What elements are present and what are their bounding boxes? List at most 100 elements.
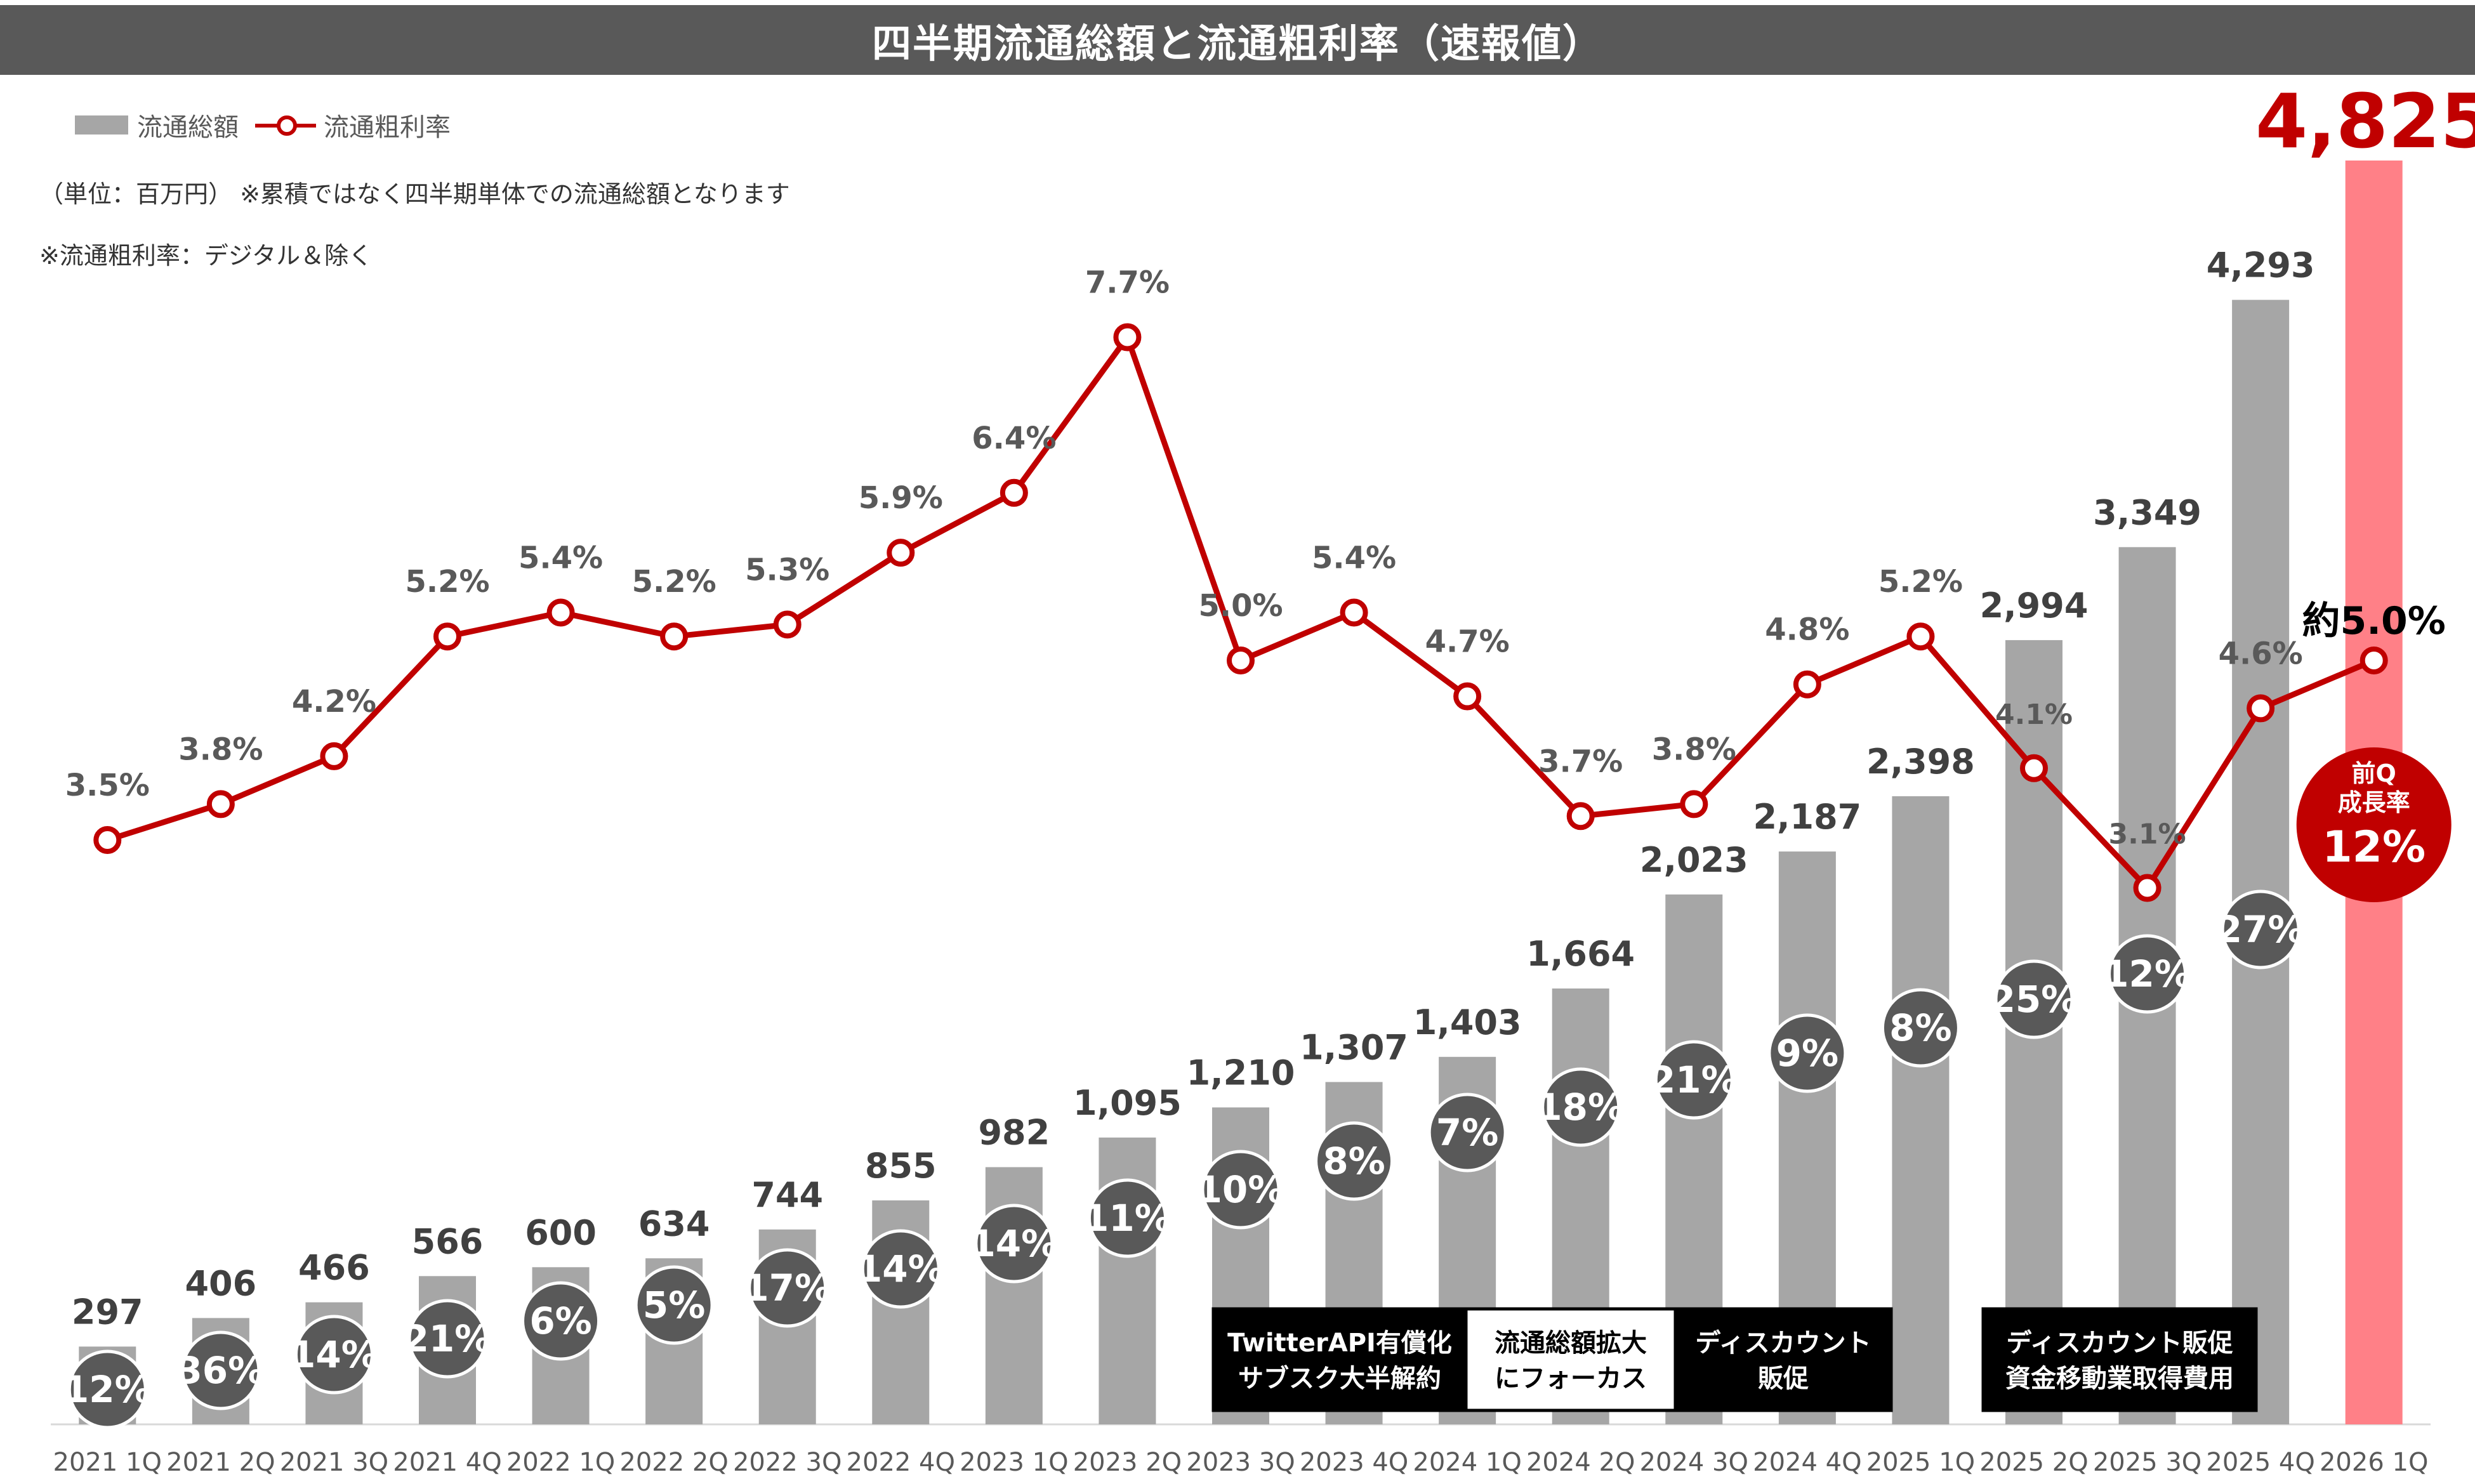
bar-value-label: 855 bbox=[865, 1146, 937, 1186]
line-value-label: 3.8% bbox=[178, 732, 263, 767]
growth-label: 12% bbox=[63, 1368, 152, 1411]
growth-circle bbox=[1994, 959, 2074, 1039]
growth-label: 10% bbox=[1197, 1168, 1285, 1211]
unit-note: （単位：百万円） ※累積ではなく四半期単体での流通総額となります bbox=[39, 180, 790, 208]
growth-label: 17% bbox=[743, 1266, 831, 1310]
growth-label: 18% bbox=[1536, 1086, 1625, 1129]
growth-circle bbox=[1427, 1093, 1507, 1172]
legend-bar-label: 流通総額 bbox=[137, 113, 239, 142]
line-value-label: 4.2% bbox=[292, 684, 376, 719]
line-point bbox=[2020, 754, 2048, 782]
bar-value-label: 466 bbox=[298, 1248, 370, 1288]
bar-value-label: 2,187 bbox=[1753, 797, 1861, 837]
margin-note: ※流通粗利率：デジタル＆除く bbox=[39, 242, 373, 270]
line-point bbox=[887, 539, 915, 567]
legend-bar-swatch bbox=[75, 115, 128, 135]
bar-value-label: 4,293 bbox=[2207, 246, 2315, 286]
line-value-label: 4.8% bbox=[1765, 612, 1849, 648]
growth-circle bbox=[294, 1315, 374, 1395]
growth-badge-line2: 成長率 bbox=[2338, 789, 2410, 817]
bar-value-label: 1,403 bbox=[1413, 1002, 1522, 1042]
line-point bbox=[320, 742, 348, 770]
growth-label: 14% bbox=[290, 1333, 378, 1376]
x-tick-label: 2025 4Q bbox=[2206, 1448, 2314, 1477]
x-tick-label: 2025 2Q bbox=[1979, 1448, 2088, 1477]
growth-badge-line1: 前Q bbox=[2352, 759, 2396, 787]
line-point bbox=[1340, 598, 1368, 627]
line-point bbox=[1566, 802, 1595, 831]
growth-label: 21% bbox=[404, 1317, 492, 1360]
growth-circle bbox=[1087, 1178, 1167, 1258]
growth-label: 7% bbox=[1436, 1111, 1498, 1154]
line-point bbox=[1227, 646, 1255, 674]
line-value-label: 5.3% bbox=[745, 552, 829, 588]
annotation-text: ディスカウント販促 bbox=[2006, 1329, 2233, 1358]
growth-badge bbox=[2296, 747, 2452, 902]
growth-circle bbox=[1541, 1067, 1621, 1147]
growth-label: 5% bbox=[643, 1284, 705, 1327]
annotation-text: 資金移動業取得費用 bbox=[2005, 1364, 2234, 1393]
line-value-label: 5.4% bbox=[1312, 540, 1396, 575]
growth-label: 8% bbox=[1889, 1006, 1951, 1049]
growth-circle bbox=[2221, 890, 2300, 969]
x-tick-label: 2021 1Q bbox=[53, 1448, 162, 1477]
bar-value-label: 1,095 bbox=[1073, 1083, 1182, 1123]
line-point bbox=[2247, 694, 2275, 723]
line-point bbox=[2360, 646, 2388, 674]
bar bbox=[2232, 299, 2290, 1425]
title-bar: 四半期流通総額と流通粗利率（速報値） bbox=[0, 5, 2475, 75]
line-point bbox=[660, 622, 689, 651]
bar-value-label: 2,398 bbox=[1866, 742, 1975, 782]
growth-circle bbox=[2108, 934, 2188, 1014]
growth-label: 9% bbox=[1776, 1032, 1838, 1075]
line-point bbox=[1680, 790, 1708, 818]
line-value-label: 5.9% bbox=[859, 480, 943, 516]
line-point bbox=[1906, 622, 1935, 651]
line-value-label: 約5.0% bbox=[2302, 599, 2446, 643]
growth-label: 8% bbox=[1323, 1139, 1385, 1183]
x-tick-label: 2024 4Q bbox=[1753, 1448, 1861, 1477]
x-tick-label: 2026 1Q bbox=[2320, 1448, 2428, 1477]
x-tick-label: 2023 3Q bbox=[1186, 1448, 1295, 1477]
bar-value-label: 2,994 bbox=[1980, 586, 2089, 626]
x-tick-label: 2024 2Q bbox=[1526, 1448, 1635, 1477]
line-point bbox=[206, 790, 235, 818]
bar-value-label: 2,023 bbox=[1640, 840, 1748, 880]
bar-value-label: 634 bbox=[638, 1204, 710, 1244]
growth-label: 36% bbox=[176, 1349, 265, 1392]
growth-label: 11% bbox=[1083, 1197, 1172, 1240]
line-value-label: 4.7% bbox=[1425, 624, 1510, 660]
x-tick-label: 2023 4Q bbox=[1300, 1448, 1408, 1477]
growth-circle bbox=[1767, 1013, 1847, 1093]
line-value-label: 5.2% bbox=[632, 564, 716, 600]
chart-title: 四半期流通総額と流通粗利率（速報値） bbox=[871, 20, 1603, 67]
line-value-label: 3.7% bbox=[1538, 744, 1623, 779]
growth-label: 25% bbox=[1990, 978, 2078, 1021]
x-tick-label: 2024 1Q bbox=[1413, 1448, 1521, 1477]
line-value-label: 7.7% bbox=[1085, 265, 1170, 300]
bar-value-label: 4,825 bbox=[2255, 77, 2475, 165]
line-value-label: 5.2% bbox=[1878, 564, 1963, 600]
annotation-text: TwitterAPI有償化 bbox=[1227, 1329, 1452, 1358]
legend: 流通総額 流通粗利率 bbox=[75, 107, 451, 143]
growth-label: 14% bbox=[970, 1222, 1058, 1265]
line-point bbox=[1453, 682, 1482, 711]
growth-circle bbox=[1654, 1040, 1734, 1120]
line-value-label: 4.6% bbox=[2219, 636, 2303, 671]
line-value-label: 3.8% bbox=[1652, 732, 1736, 767]
growth-circle bbox=[861, 1229, 940, 1309]
bar-value-label: 297 bbox=[72, 1292, 143, 1332]
x-tick-label: 2023 2Q bbox=[1073, 1448, 1182, 1477]
growth-label: 27% bbox=[2217, 908, 2305, 951]
x-tick-label: 2022 2Q bbox=[619, 1448, 728, 1477]
line-value-label: 4.1% bbox=[1995, 699, 2073, 731]
legend-line-swatch bbox=[255, 112, 316, 138]
growth-circle bbox=[407, 1299, 487, 1379]
annotation-text: にフォーカス bbox=[1495, 1364, 1647, 1393]
growth-circle bbox=[1314, 1121, 1394, 1201]
bar-value-label: 1,210 bbox=[1187, 1053, 1295, 1093]
line-value-label: 3.1% bbox=[2109, 818, 2186, 850]
growth-label: 6% bbox=[529, 1299, 591, 1343]
annotation-box bbox=[1673, 1307, 1893, 1412]
